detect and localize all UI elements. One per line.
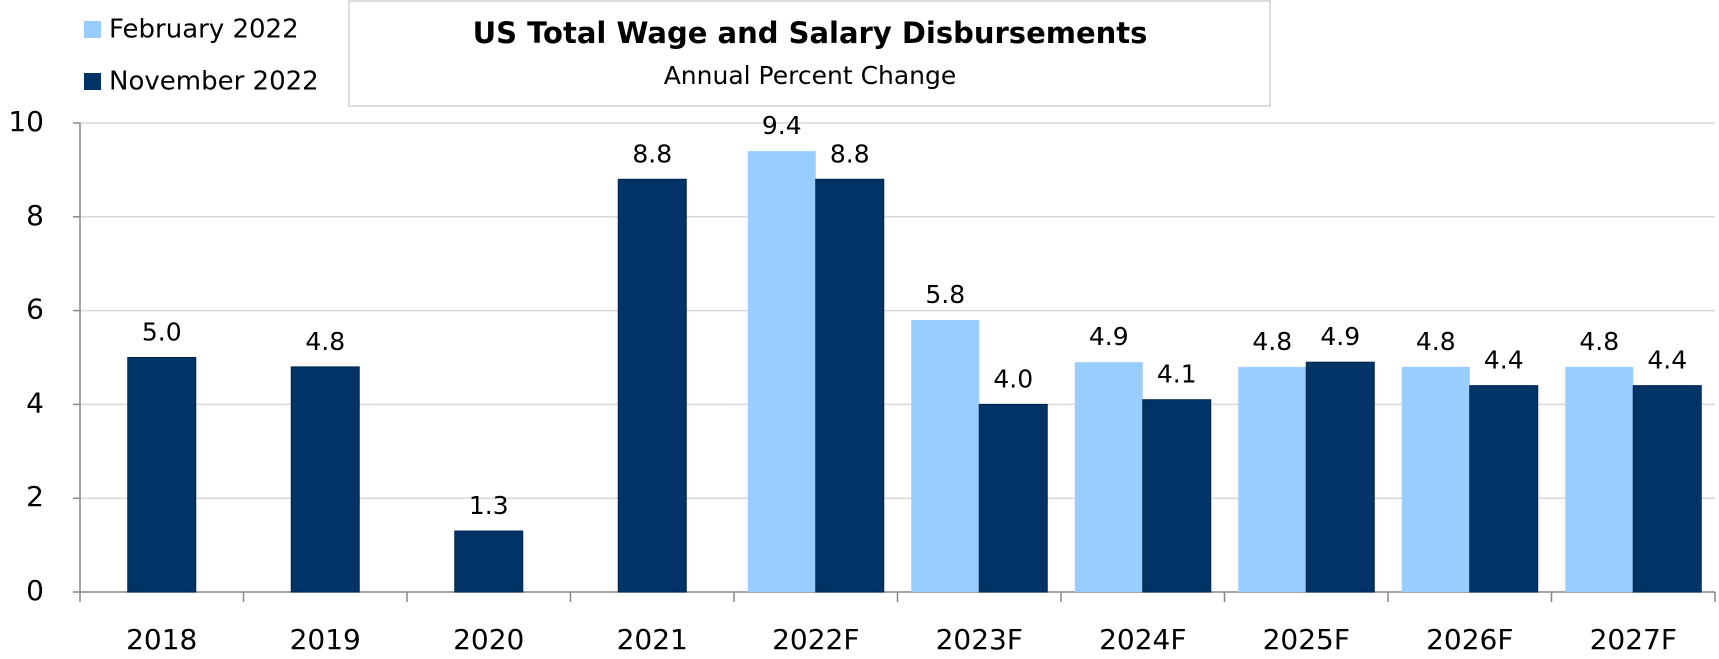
bar bbox=[1142, 399, 1212, 593]
y-tick-label: 0 bbox=[26, 574, 44, 607]
x-tick-label: 2020 bbox=[453, 623, 524, 656]
x-tick-label: 2027F bbox=[1590, 623, 1677, 656]
x-tick-label: 2022F bbox=[772, 623, 859, 656]
bar bbox=[1238, 366, 1307, 592]
title-box bbox=[348, 0, 1271, 107]
bar bbox=[617, 178, 687, 593]
y-tick-label: 6 bbox=[26, 293, 44, 326]
bar bbox=[1305, 361, 1375, 593]
x-tick-label: 2019 bbox=[290, 623, 361, 656]
bar bbox=[911, 319, 980, 592]
x-tick-label: 2021 bbox=[617, 623, 688, 656]
x-tick-label: 2018 bbox=[126, 623, 197, 656]
y-tick-label: 8 bbox=[26, 199, 44, 232]
value-label: 4.1 bbox=[1157, 360, 1197, 389]
value-label: 4.8 bbox=[1416, 327, 1456, 356]
legend-swatch bbox=[84, 73, 101, 90]
value-label: 9.4 bbox=[762, 111, 802, 140]
value-label: 4.4 bbox=[1484, 346, 1524, 375]
x-tick-label: 2023F bbox=[936, 623, 1023, 656]
chart-title: US Total Wage and Salary Disbursements bbox=[473, 16, 1148, 50]
bar bbox=[978, 403, 1048, 593]
bar bbox=[1632, 385, 1702, 593]
y-tick-label: 2 bbox=[26, 480, 44, 513]
value-label: 4.8 bbox=[1579, 327, 1619, 356]
bar bbox=[127, 357, 197, 593]
value-label: 4.0 bbox=[993, 364, 1033, 393]
x-tick-label: 2024F bbox=[1099, 623, 1186, 656]
bar bbox=[290, 366, 360, 593]
bar bbox=[747, 151, 816, 592]
value-label: 4.8 bbox=[1252, 327, 1292, 356]
y-tick-label: 10 bbox=[8, 105, 44, 138]
bar bbox=[1565, 366, 1634, 592]
value-label: 4.9 bbox=[1089, 322, 1129, 351]
value-label: 8.8 bbox=[632, 139, 672, 168]
bar bbox=[815, 178, 885, 593]
legend-label: February 2022 bbox=[109, 15, 299, 45]
bar bbox=[454, 530, 524, 593]
bar bbox=[1401, 366, 1470, 592]
value-label: 5.0 bbox=[142, 318, 182, 347]
x-tick-label: 2026F bbox=[1426, 623, 1513, 656]
value-label: 5.8 bbox=[925, 280, 965, 309]
value-label: 4.8 bbox=[305, 327, 345, 356]
chart-subtitle: Annual Percent Change bbox=[664, 61, 957, 90]
value-label: 1.3 bbox=[469, 491, 509, 520]
value-label: 4.9 bbox=[1320, 322, 1360, 351]
x-tick-label: 2025F bbox=[1263, 623, 1350, 656]
bar bbox=[1469, 385, 1539, 593]
legend-swatch bbox=[84, 21, 101, 38]
value-label: 8.8 bbox=[830, 139, 870, 168]
bar bbox=[1074, 362, 1143, 592]
value-label: 4.4 bbox=[1647, 346, 1687, 375]
y-tick-label: 4 bbox=[26, 386, 44, 419]
legend-label: November 2022 bbox=[109, 67, 319, 97]
